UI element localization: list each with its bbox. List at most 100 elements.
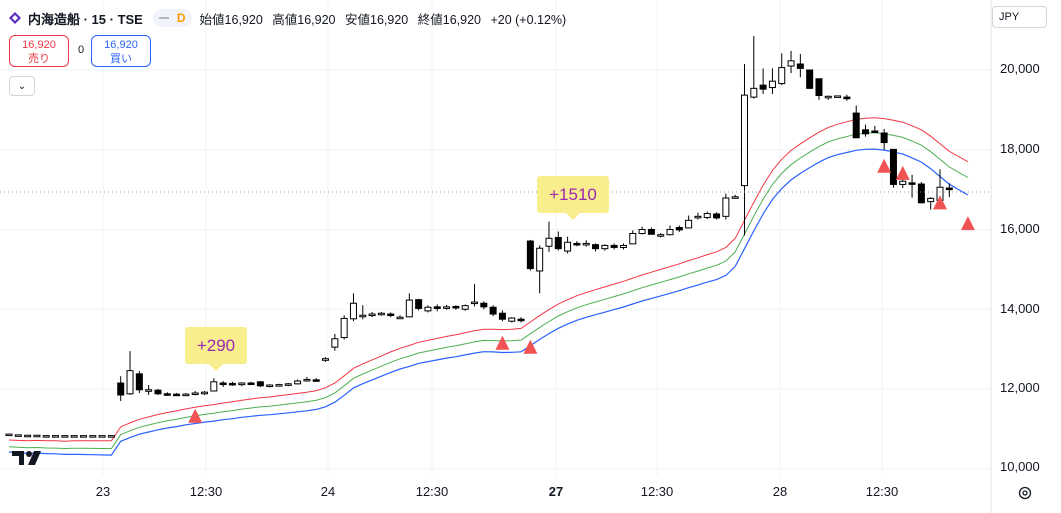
candle — [834, 95, 842, 98]
x-tick-label: 23 — [95, 484, 111, 499]
candle-body — [843, 96, 851, 100]
candle-body — [52, 435, 60, 438]
chart-settings-button[interactable] — [1017, 485, 1033, 501]
candle — [61, 435, 69, 438]
candle — [154, 389, 162, 395]
signal-triangle — [933, 195, 947, 210]
candle — [33, 434, 41, 438]
candle — [340, 315, 348, 340]
gear-icon — [1018, 486, 1032, 500]
x-tick-label: 28 — [772, 484, 788, 499]
candle-body — [917, 183, 925, 204]
candle-body — [219, 382, 227, 386]
candle — [433, 304, 441, 312]
symbol-title[interactable]: 内海造船 · 15 · TSE — [28, 11, 143, 27]
x-tick-label: 24 — [320, 484, 336, 499]
change-value: +20 (+0.12%) — [490, 12, 567, 27]
collapse-button[interactable]: ⌄ — [9, 76, 35, 96]
candle-body — [685, 219, 693, 229]
candle-body — [359, 314, 367, 318]
candle-body — [415, 299, 423, 309]
tradingview-logo[interactable] — [12, 445, 42, 471]
candle-body — [117, 382, 125, 396]
candle-body — [433, 306, 441, 309]
candle — [713, 212, 721, 220]
candle — [657, 233, 665, 238]
candle-body — [182, 393, 190, 397]
currency-button[interactable]: JPY — [992, 6, 1047, 28]
signal-triangle — [523, 339, 538, 354]
candle — [219, 381, 227, 388]
candle-body — [731, 196, 739, 199]
candle — [107, 435, 115, 438]
candle-body — [98, 435, 106, 438]
candle — [359, 305, 367, 320]
candle-body — [331, 338, 339, 348]
candle — [824, 95, 832, 100]
candle-body — [601, 244, 609, 250]
candle — [750, 36, 758, 99]
candle-body — [750, 87, 758, 98]
candle — [14, 434, 22, 437]
candle — [647, 227, 655, 235]
candle — [554, 231, 562, 251]
candle-body — [42, 435, 50, 438]
candle — [163, 392, 171, 396]
signal-triangle — [895, 165, 910, 180]
buy-button[interactable]: 16,920 買い — [91, 35, 151, 67]
candle — [508, 317, 516, 323]
candle — [284, 383, 292, 387]
signal-triangle — [960, 216, 975, 231]
candle — [247, 381, 255, 386]
candle — [424, 305, 432, 313]
candle-body — [210, 381, 218, 392]
candle-body — [554, 236, 562, 250]
candle — [173, 392, 181, 397]
candle-body — [322, 358, 330, 361]
signal-triangles — [188, 158, 975, 423]
candle-body — [256, 381, 264, 387]
candle — [592, 243, 600, 252]
candle — [703, 211, 711, 220]
candle-body — [294, 380, 302, 385]
candle — [582, 240, 590, 247]
y-tick-label: 12,000 — [1000, 380, 1040, 395]
open-value: 16,920 — [224, 12, 263, 27]
candle-body — [759, 84, 767, 90]
candle-body — [564, 241, 572, 252]
candle — [927, 197, 935, 210]
candle-body — [945, 187, 953, 191]
sell-price: 16,920 — [22, 39, 56, 51]
candle-body — [201, 391, 209, 395]
dash-icon — [158, 17, 169, 19]
candle-body — [508, 317, 516, 322]
sell-button[interactable]: 16,920 売り — [9, 35, 69, 67]
candle-body — [619, 244, 627, 248]
candle-body — [862, 129, 870, 135]
ma-line-blue — [8, 148, 969, 456]
candles — [5, 36, 953, 438]
candle — [638, 226, 646, 235]
candle-body — [815, 78, 823, 97]
callout-1510: +1510 — [537, 176, 609, 220]
candle-body — [387, 313, 395, 317]
candle — [303, 377, 311, 382]
candle-body — [443, 306, 451, 309]
symbol-icon[interactable] — [8, 11, 22, 25]
candle-body — [582, 242, 590, 246]
candle-body — [405, 299, 413, 318]
ma-line-green — [8, 132, 969, 450]
candle — [461, 304, 469, 311]
candle — [787, 50, 795, 74]
market-status-pill[interactable]: D — [152, 9, 192, 27]
candle-body — [526, 240, 534, 270]
candle-body — [899, 180, 907, 185]
candle-body — [173, 393, 181, 397]
x-tick-label: 12:30 — [415, 484, 449, 499]
candle — [815, 78, 823, 100]
y-tick-label: 14,000 — [1000, 301, 1040, 316]
candle-body — [5, 433, 13, 437]
candle — [945, 183, 953, 198]
x-tick-label: 12:30 — [189, 484, 223, 499]
